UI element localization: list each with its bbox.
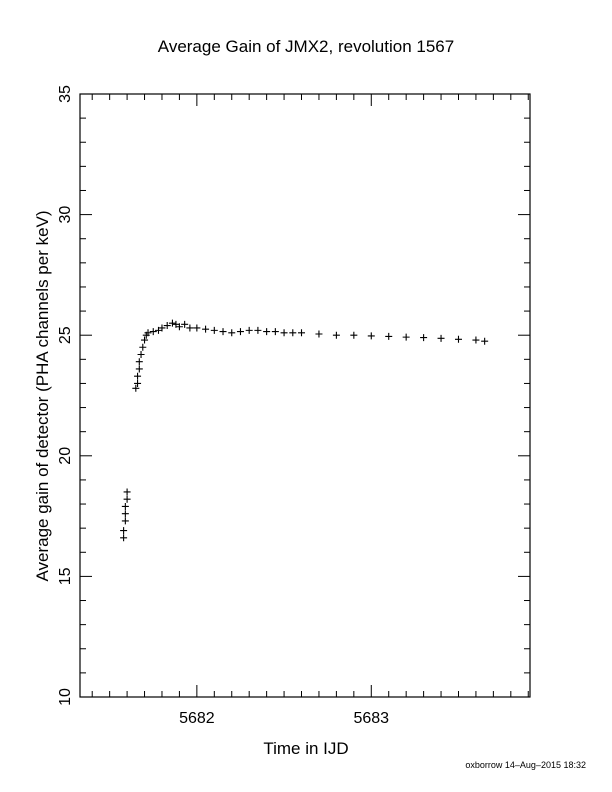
data-point [120, 534, 128, 542]
data-point [236, 328, 244, 336]
y-tick-label: 10 [57, 688, 74, 706]
data-point [134, 372, 142, 380]
data-point [121, 517, 129, 525]
data-point [168, 319, 176, 327]
data-point [280, 329, 288, 337]
data-point [315, 330, 323, 338]
data-point [137, 350, 145, 358]
data-point [163, 322, 171, 330]
data-point [245, 326, 253, 334]
data-point [144, 329, 152, 337]
y-tick-label: 15 [57, 567, 74, 585]
data-point [132, 384, 140, 392]
x-axis-label: Time in IJD [263, 739, 348, 758]
data-point [202, 325, 210, 333]
data-point [135, 365, 143, 373]
major-ticks [80, 93, 530, 698]
data-point [454, 335, 462, 343]
data-point [289, 329, 297, 337]
x-tick-labels: 5682 5683 [179, 710, 389, 727]
data-point [385, 332, 393, 340]
data-point [228, 329, 236, 337]
data-point [175, 323, 183, 331]
y-tick-label: 25 [57, 326, 74, 344]
x-tick-label: 5682 [179, 710, 215, 727]
data-point [149, 328, 157, 336]
y-axis-label: Average gain of detector (PHA channels p… [33, 210, 52, 581]
data-point [210, 326, 218, 334]
data-point [123, 495, 131, 503]
data-point [332, 331, 340, 339]
data-point [120, 527, 128, 535]
chart-title: Average Gain of JMX2, revolution 1567 [158, 37, 454, 56]
x-tick-label: 5683 [353, 710, 389, 727]
y-tick-label: 35 [57, 85, 74, 103]
data-point [141, 336, 149, 344]
y-tick-label: 20 [57, 447, 74, 465]
data-point [121, 502, 129, 510]
data-point [219, 328, 227, 336]
y-tick-label: 30 [57, 206, 74, 224]
data-point [481, 337, 489, 345]
data-point [121, 510, 129, 518]
data-point [254, 326, 262, 334]
data-point [135, 358, 143, 366]
data-point [181, 320, 189, 328]
data-point [402, 333, 410, 341]
data-point [193, 324, 201, 332]
data-point [158, 324, 166, 332]
plot-frame [79, 93, 531, 698]
data-point [472, 336, 480, 344]
data-point [134, 379, 142, 387]
data-point [420, 334, 428, 342]
data-point [123, 488, 131, 496]
data-point [263, 328, 271, 336]
data-point [186, 324, 194, 332]
minor-ticks [80, 94, 530, 697]
data-point [350, 331, 358, 339]
y-tick-labels: 10 15 20 25 30 35 [57, 85, 74, 706]
footer-stamp: oxborrow 14–Aug–2015 18:32 [465, 760, 586, 770]
data-point [437, 334, 445, 342]
data-point [139, 343, 147, 351]
data-point [367, 332, 375, 340]
data-points [120, 319, 489, 542]
data-point [298, 329, 306, 337]
data-point [271, 328, 279, 336]
